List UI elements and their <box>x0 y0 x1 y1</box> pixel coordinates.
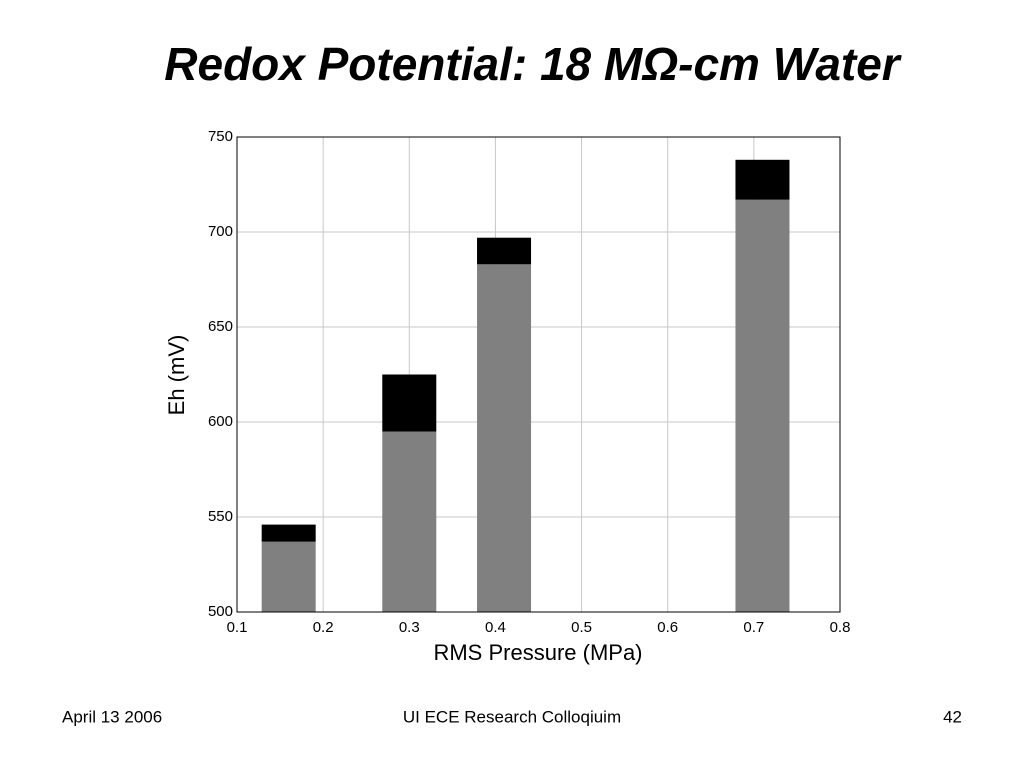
plot-frame <box>236 136 841 613</box>
y-tick-label: 750 <box>208 128 233 145</box>
bar-segment <box>382 431 437 612</box>
footer-date: April 13 2006 <box>62 707 162 726</box>
y-axis-label: Eh (mV) <box>164 335 189 416</box>
y-tick-label: 500 <box>208 603 233 620</box>
page-number: 42 <box>943 707 962 726</box>
x-tick-label: 0.1 <box>227 619 248 636</box>
bar-segment <box>735 199 790 612</box>
footer-event: UI ECE Research Colloqiuim <box>403 707 621 726</box>
bar-segment <box>382 374 437 432</box>
bar-segment <box>477 264 532 612</box>
y-tick-label: 650 <box>208 318 233 335</box>
x-tick-label: 0.8 <box>830 619 851 636</box>
slide-title: Redox Potential: 18 MΩ-cm Water <box>164 38 902 90</box>
x-tick-label: 0.5 <box>571 619 592 636</box>
x-axis-label: RMS Pressure (MPa) <box>433 640 642 665</box>
x-tick-label: 0.3 <box>399 619 420 636</box>
x-tick-label: 0.7 <box>743 619 764 636</box>
bar-segment <box>261 524 316 542</box>
bar-segment <box>477 237 532 265</box>
y-tick-label: 700 <box>208 223 233 240</box>
y-tick-label: 600 <box>208 413 233 430</box>
x-tick-label: 0.4 <box>485 619 506 636</box>
y-tick-label: 550 <box>208 508 233 525</box>
x-tick-label: 0.6 <box>657 619 678 636</box>
x-tick-label: 0.2 <box>313 619 334 636</box>
bar-segment <box>735 159 790 200</box>
bar-segment <box>261 541 316 612</box>
